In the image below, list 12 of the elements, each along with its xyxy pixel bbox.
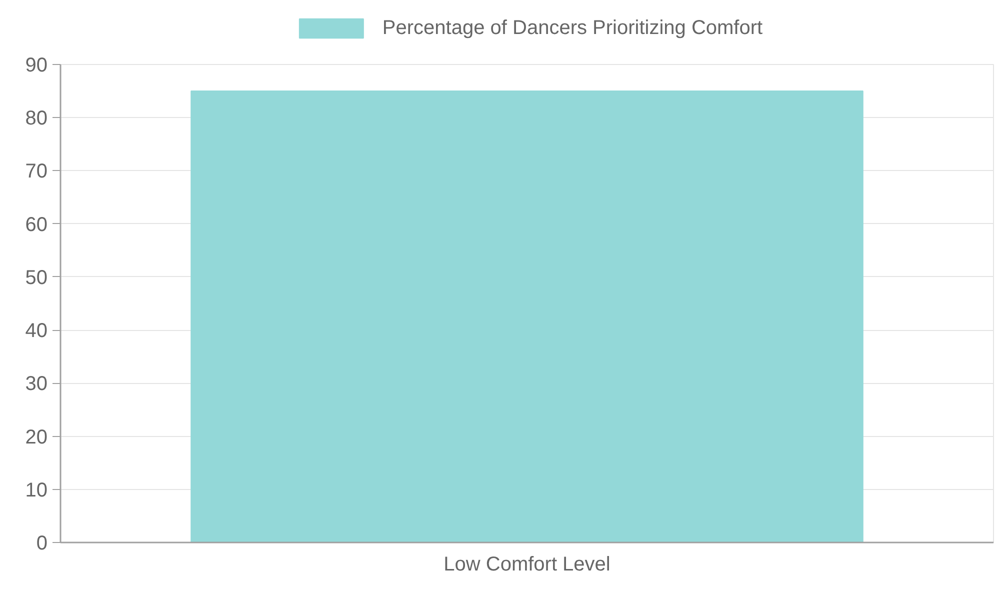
y-tick-label: 60	[25, 214, 48, 236]
y-tick-label: 50	[25, 266, 48, 289]
y-tick-label: 10	[25, 479, 48, 502]
y-tick-label: 70	[25, 160, 48, 183]
y-tick-label: 20	[25, 426, 48, 448]
legend-label: Percentage of Dancers Prioritizing Comfort	[382, 16, 763, 40]
x-tick-label: Low Comfort Level	[444, 554, 610, 576]
y-tick-label: 80	[25, 108, 48, 130]
y-tick-label: 0	[36, 532, 48, 554]
y-tick-label: 90	[25, 54, 48, 76]
y-tick-label: 30	[25, 373, 48, 396]
y-tick-label: 40	[25, 320, 48, 342]
